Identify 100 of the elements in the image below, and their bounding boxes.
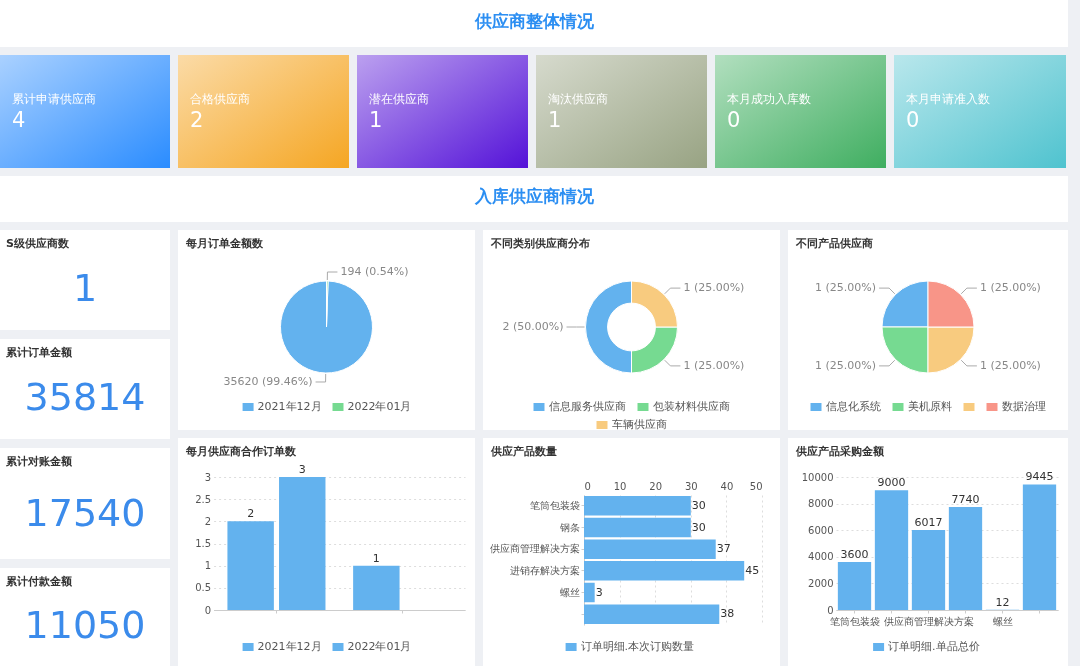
legend-label: 车辆供应商 <box>611 418 667 431</box>
bar <box>584 517 691 538</box>
y-tick-label: 4000 <box>808 551 834 563</box>
bar <box>584 582 595 603</box>
y-tick-label: 1.5 <box>195 538 212 549</box>
data-label: 30 <box>691 498 706 512</box>
y-tick-label: 2000 <box>808 577 834 589</box>
legend-label: 2022年01月 <box>347 640 412 653</box>
category-label: 累计订单金额 <box>5 346 73 359</box>
data-label: 35814 <box>24 375 146 419</box>
category-label: 淘汰供应商 <box>548 92 608 106</box>
y-tick-label: 1 <box>204 560 212 572</box>
x-tick-label: 供应商管理解决方案 <box>883 615 974 627</box>
legend-label: 订单明细.单品总价 <box>888 640 980 653</box>
category-label: 本月成功入库数 <box>727 92 811 106</box>
data-label: 1 (25.00%) <box>979 358 1041 372</box>
data-label: 3600 <box>840 548 869 562</box>
data-label: 45 <box>745 563 760 577</box>
data-label: 38 <box>720 607 735 621</box>
data-label: 2 (50.00%) <box>502 320 564 333</box>
legend-label: 数据治理 <box>1001 400 1046 413</box>
category-label: 潜在供应商 <box>369 92 429 106</box>
bar <box>584 496 691 516</box>
bar <box>227 521 274 610</box>
data-label: 1 <box>372 551 380 565</box>
category-label: 累计付款金额 <box>5 575 73 588</box>
y-tick-label: 2 <box>204 515 212 527</box>
legend-label: 包装材料供应商 <box>652 400 730 413</box>
y-tick-label: 8000 <box>808 498 834 510</box>
data-label: 1 <box>72 266 98 310</box>
y-tick-label: 6000 <box>808 524 834 536</box>
x-tick-label: 50 <box>749 480 763 492</box>
legend-label: 订单明细.本次订购数量 <box>580 640 695 653</box>
data-label: 37 <box>716 542 731 556</box>
data-label: 3 <box>298 463 306 476</box>
chart-title: 每月订单金额数 <box>185 237 264 250</box>
data-label: 3 <box>595 585 603 599</box>
data-label: 0 <box>906 108 920 132</box>
data-label: 7740 <box>951 493 980 507</box>
bar <box>837 562 872 610</box>
text: 入库供应商情况 <box>473 186 595 206</box>
legend-label: 2021年12月 <box>257 640 322 653</box>
x-tick-label: 30 <box>684 480 698 492</box>
chart-title: 不同类别供应商分布 <box>490 237 590 250</box>
x-tick-label: 20 <box>649 480 663 492</box>
bar <box>584 561 745 581</box>
y-tick-label: 0 <box>204 604 212 616</box>
y-tick-label: 3 <box>204 471 212 483</box>
category-label: 本月申请准入数 <box>906 92 990 106</box>
y-tick-label: 笔筒包装袋 <box>529 499 580 511</box>
data-label: 1 (25.00%) <box>815 281 877 295</box>
data-label: 30 <box>691 520 706 534</box>
legend-label: 美机原料 <box>907 400 952 413</box>
y-tick-label: 10000 <box>801 471 834 483</box>
legend-label: 信息化系统 <box>825 400 881 413</box>
legend-label: 2022年01月 <box>347 400 412 413</box>
data-label: 35620 (99.46%) <box>223 374 313 388</box>
pie-slice <box>280 280 373 374</box>
data-label: 9000 <box>877 476 906 490</box>
x-tick-label: 0 <box>584 480 591 492</box>
chart-title: 供应产品数量 <box>490 445 557 458</box>
bar <box>584 604 720 624</box>
y-tick-label: 钢条 <box>558 521 580 533</box>
x-tick-label: 40 <box>720 480 734 492</box>
data-label: 9445 <box>1025 470 1054 484</box>
chart-title: 供应产品采购金额 <box>795 445 885 458</box>
y-tick-label: 0 <box>827 604 834 616</box>
category-label: 累计申请供应商 <box>12 92 96 106</box>
data-label: 0 <box>727 108 741 132</box>
legend-label: 信息服务供应商 <box>548 400 626 413</box>
data-label: 17540 <box>24 490 146 535</box>
data-label: 2 <box>247 507 255 521</box>
y-tick-label: 进销存解决方案 <box>509 564 580 576</box>
y-tick-label: 螺丝 <box>559 586 580 598</box>
y-tick-label: 0.5 <box>195 582 212 594</box>
category-label: 合格供应商 <box>190 92 250 106</box>
category-label: S级供应商数 <box>6 237 70 250</box>
data-label: 12 <box>995 595 1010 609</box>
data-label: 1 (25.00%) <box>979 281 1041 295</box>
data-label: 1 <box>369 108 383 132</box>
legend-label: 2021年12月 <box>257 400 322 413</box>
bar <box>874 490 909 610</box>
data-label: 1 (25.00%) <box>683 281 745 295</box>
y-tick-label: 2.5 <box>195 493 212 505</box>
x-tick-label: 螺丝 <box>992 615 1013 627</box>
bar <box>948 507 983 610</box>
data-label: 11050 <box>24 602 146 647</box>
data-label: 6017 <box>914 515 943 529</box>
chart-title: 不同产品供应商 <box>795 237 873 250</box>
text: 供应商整体情况 <box>473 10 595 31</box>
bar <box>279 477 326 610</box>
data-label: 194 (0.54%) <box>340 265 409 279</box>
chart-title: 每月供应商合作订单数 <box>185 445 297 458</box>
bar <box>1022 484 1057 610</box>
data-label: 1 (25.00%) <box>815 358 877 372</box>
bar <box>911 529 946 610</box>
data-label: 4 <box>12 108 26 132</box>
bar <box>353 565 400 610</box>
x-tick-label: 笔筒包装袋 <box>829 615 880 627</box>
category-label: 累计对账金额 <box>5 455 73 468</box>
